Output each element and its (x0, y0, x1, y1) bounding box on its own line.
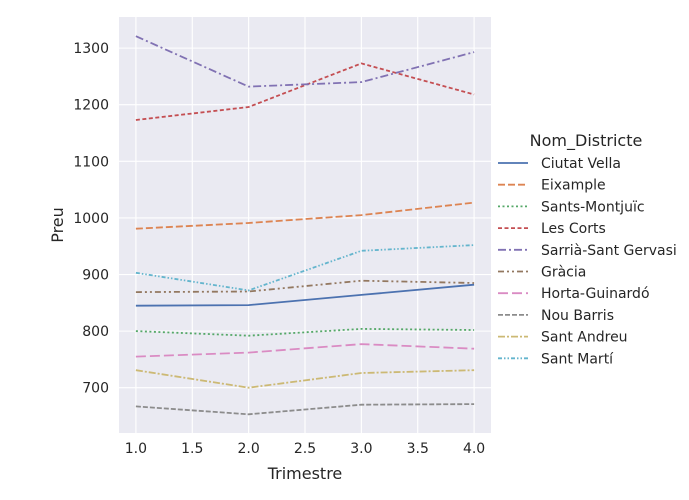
legend-label: Sant Martí (541, 351, 614, 367)
legend-label: Sants-Montjuïc (541, 199, 645, 215)
y-tick-label: 1200 (73, 98, 109, 114)
legend-label: Les Corts (541, 221, 606, 237)
x-tick-label: 2.0 (238, 441, 260, 457)
series-line-7 (135, 403, 475, 416)
legend: Nom_Districte Ciutat Vella Eixample Sants-… (498, 131, 677, 367)
y-tick-labels: 700 800 900 1000 1100 1200 1300 (73, 41, 109, 397)
x-tick-label: 3.5 (407, 441, 429, 457)
series-line-3 (135, 62, 475, 121)
legend-label: Sant Andreu (541, 330, 628, 346)
legend-label: Ciutat Vella (541, 156, 621, 172)
x-tick-label: 1.5 (181, 441, 203, 457)
legend-label: Horta-Guinardó (541, 286, 650, 302)
y-tick-label: 800 (82, 324, 109, 340)
y-tick-label: 700 (82, 381, 109, 397)
legend-label: Nou Barris (541, 308, 614, 324)
legend-label: Sarrià-Sant Gervasi (541, 243, 677, 259)
legend-label: Eixample (541, 178, 606, 194)
y-tick-label: 1000 (73, 211, 109, 227)
series-line-1 (135, 201, 475, 230)
x-tick-label: 1.0 (125, 441, 147, 457)
y-tick-label: 900 (82, 268, 109, 284)
series-lines (135, 35, 475, 416)
y-axis-label: Preu (48, 207, 67, 243)
x-tick-label: 2.5 (294, 441, 316, 457)
series-line-8 (135, 369, 475, 389)
series-line-6 (135, 343, 475, 358)
series-line-4 (135, 35, 475, 88)
x-tick-label: 4.0 (463, 441, 485, 457)
x-axis-label: Trimestre (267, 464, 343, 483)
y-tick-label: 1100 (73, 154, 109, 170)
series-line-0 (135, 283, 475, 307)
legend-title: Nom_Districte (530, 131, 643, 151)
x-tick-labels: 1.0 1.5 2.0 2.5 3.0 3.5 4.0 (125, 441, 485, 457)
y-tick-label: 1300 (73, 41, 109, 57)
legend-label: Gràcia (541, 265, 586, 281)
x-tick-label: 3.0 (350, 441, 372, 457)
